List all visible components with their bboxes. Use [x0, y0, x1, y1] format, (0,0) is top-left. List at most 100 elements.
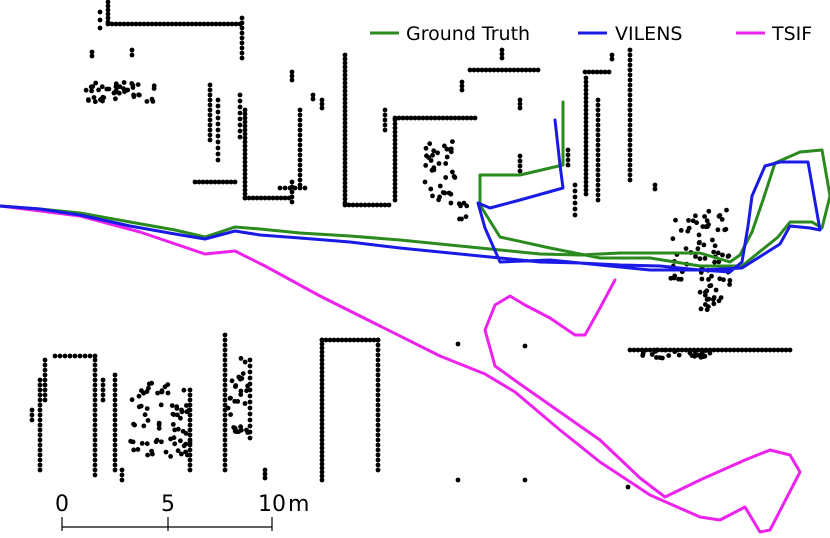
map-point — [444, 115, 450, 121]
map-point — [222, 432, 228, 438]
map-point — [595, 192, 601, 198]
map-point — [342, 60, 348, 66]
map-point — [723, 226, 729, 232]
map-point — [97, 9, 103, 15]
map-point — [136, 404, 142, 410]
map-point — [583, 115, 589, 121]
map-point — [239, 55, 245, 61]
map-point — [787, 347, 793, 353]
map-point — [718, 295, 724, 300]
map-point — [343, 337, 349, 343]
scale-bar — [61, 517, 273, 531]
map-point — [193, 21, 199, 27]
map-point — [112, 427, 118, 433]
map-point — [342, 104, 348, 110]
map-point — [595, 182, 601, 188]
map-point — [222, 362, 228, 368]
map-point — [113, 81, 119, 87]
map-point — [627, 142, 633, 148]
map-point — [237, 110, 243, 116]
map-point — [346, 202, 352, 208]
map-point — [247, 363, 253, 369]
map-point — [242, 135, 248, 141]
map-point — [187, 462, 193, 468]
map-point — [499, 67, 505, 73]
map-point — [77, 353, 83, 359]
map-point — [105, 15, 111, 21]
map-point — [442, 190, 448, 196]
map-point — [289, 73, 295, 79]
map-point — [207, 82, 213, 88]
map-point — [92, 417, 98, 423]
map-point — [319, 433, 325, 439]
map-point — [491, 67, 497, 73]
map-point — [42, 382, 48, 388]
map-point — [37, 422, 43, 428]
map-point — [171, 412, 177, 417]
map-point — [342, 152, 348, 158]
map-point — [342, 164, 348, 170]
map-point — [112, 437, 118, 443]
map-point — [112, 442, 118, 448]
map-point — [726, 253, 732, 259]
map-point — [105, 7, 111, 13]
map-point — [153, 439, 159, 445]
map-point — [382, 127, 388, 133]
map-point — [297, 122, 303, 128]
map-point — [187, 417, 193, 423]
map-point — [342, 132, 348, 138]
map-point — [392, 145, 398, 151]
map-point — [382, 122, 388, 128]
map-point — [196, 179, 202, 185]
map-point — [676, 276, 681, 282]
map-point — [517, 101, 523, 107]
map-point — [707, 350, 713, 356]
map-point — [129, 21, 135, 27]
map-point — [222, 422, 228, 428]
map-point — [319, 449, 325, 455]
map-point — [225, 405, 231, 411]
map-point — [229, 21, 235, 27]
map-point — [187, 437, 193, 443]
map-point — [627, 162, 633, 168]
map-point — [302, 185, 308, 191]
map-point — [595, 197, 601, 203]
map-point — [595, 97, 601, 103]
map-point — [289, 189, 295, 195]
map-point — [420, 115, 426, 121]
map-point — [375, 362, 381, 368]
map-point — [237, 134, 243, 140]
map-point — [375, 402, 381, 408]
map-point — [207, 117, 213, 123]
map-point — [244, 427, 249, 433]
map-point — [375, 417, 381, 423]
map-point — [135, 82, 141, 87]
map-point — [297, 157, 303, 163]
map-point — [237, 122, 243, 128]
map-point — [282, 185, 288, 191]
map-point — [431, 148, 437, 154]
map-point — [627, 62, 633, 68]
map-point — [215, 115, 221, 121]
map-point — [448, 115, 454, 121]
map-point — [703, 348, 709, 353]
map-point — [727, 278, 733, 283]
map-point — [342, 156, 348, 162]
map-point — [706, 277, 711, 282]
map-point — [392, 133, 398, 139]
map-point — [37, 382, 43, 388]
map-point — [392, 157, 398, 163]
map-point — [467, 67, 473, 73]
map-point — [207, 137, 213, 143]
map-point — [375, 357, 381, 363]
map-point — [171, 435, 177, 441]
map-point — [178, 415, 183, 421]
map-point — [700, 354, 706, 360]
map-point — [319, 337, 325, 343]
map-point — [178, 438, 183, 444]
map-point — [119, 472, 125, 478]
map-point — [627, 102, 633, 108]
map-point — [662, 347, 668, 353]
map-point — [96, 87, 101, 93]
map-point — [627, 92, 633, 98]
